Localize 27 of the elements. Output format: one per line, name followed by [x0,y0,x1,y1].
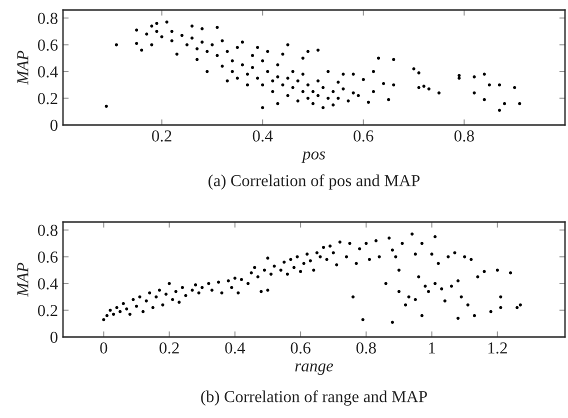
y-tick-label: 0.6 [38,39,58,51]
x-tick-label: 1.2 [488,342,507,354]
y-tick-label: 0.2 [38,304,58,316]
y-axis-title: MAP [17,50,28,85]
y-tick-label: 0.8 [38,12,58,24]
y-tick-label: 0.2 [38,92,58,104]
x-tick-label: 0.4 [252,130,273,142]
y-axis-title: MAP [17,262,28,297]
x-tick-label: 0.6 [290,342,310,354]
y-tick-label: 0 [50,332,58,343]
x-tick-label: 0.2 [160,342,179,354]
x-tick-label: 0.8 [454,130,474,142]
x-axis-title: pos [301,151,326,163]
x-tick-label: 0.8 [356,342,376,354]
x-tick-label: 0.6 [354,130,374,142]
x-tick-label: 0.2 [152,130,172,142]
x-tick-label: 1 [429,342,435,354]
text: (b) Correlation of range and MAP [201,390,427,406]
text: (a) Correlation of pos and MAP [208,174,420,190]
y-tick-label: 0.4 [38,66,58,78]
y-tick-label: 0.6 [38,251,58,263]
y-tick-label: 0.4 [38,278,58,290]
y-tick-label: 0.8 [38,224,58,236]
x-tick-label: 0.4 [225,342,246,354]
y-tick-label: 0 [50,120,58,131]
x-tick-label: 0 [100,342,108,354]
x-axis-title: range [295,363,334,375]
